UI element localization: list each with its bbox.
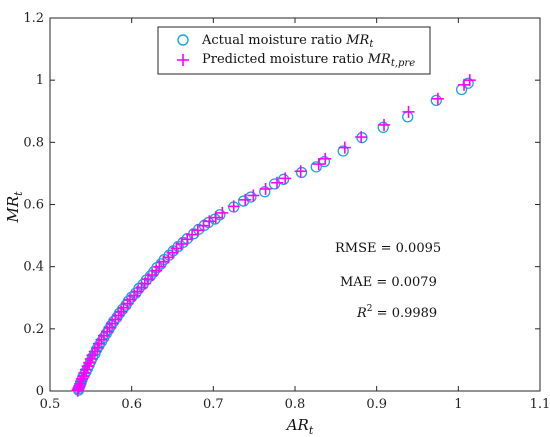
x-tick-label: 0.9 — [366, 397, 387, 412]
predicted-point — [431, 92, 444, 105]
actual-point — [155, 258, 167, 270]
y-tick-label: 1 — [36, 73, 44, 88]
actual-point — [337, 145, 349, 157]
actual-point — [310, 161, 322, 173]
predicted-point — [209, 211, 222, 224]
y-tick-label: 1.2 — [23, 11, 44, 26]
x-tick-label: 0.7 — [203, 397, 224, 412]
predicted-point — [312, 158, 325, 171]
legend-marker-actual — [177, 34, 189, 46]
predicted-point — [247, 189, 260, 202]
actual-point — [259, 186, 271, 198]
predicted-point — [75, 372, 88, 385]
x-tick-label: 0.8 — [285, 397, 306, 412]
predicted-point — [72, 381, 85, 394]
predicted-point — [458, 78, 471, 91]
plot-area — [49, 17, 541, 392]
predicted-point — [355, 131, 368, 144]
predicted-point — [71, 384, 84, 397]
actual-point — [295, 166, 308, 179]
predicted-point — [402, 105, 415, 118]
predicted-point — [227, 200, 240, 213]
legend: Actual moisture ratio MRt Predicted mois… — [157, 26, 431, 75]
x-axis-label-sub: t — [309, 424, 314, 437]
predicted-point — [271, 176, 284, 189]
predicted-point — [239, 193, 252, 206]
predicted-point — [294, 165, 307, 178]
y-tick-label: 0 — [36, 384, 44, 399]
r2-annotation: R2 = 0.9989 — [356, 304, 437, 321]
actual-point — [462, 77, 474, 89]
y-tick-label: 0.2 — [23, 322, 44, 337]
actual-point — [277, 173, 290, 185]
actual-point — [237, 195, 250, 207]
predicted-point — [259, 182, 272, 195]
y-axis-label-main: MR — [4, 196, 22, 224]
x-tick-label: 0.5 — [40, 397, 61, 412]
x-tick-label: 1 — [454, 397, 462, 412]
legend-label-actual: Actual moisture ratio MRt — [201, 33, 374, 50]
predicted-point — [78, 366, 91, 379]
predicted-point — [279, 172, 292, 185]
actual-point — [377, 121, 389, 134]
predicted-point — [338, 141, 351, 154]
axis-ticks: 0.5 0.6 0.7 0.8 0.9 1 1.1 0 0.2 0.4 0.6 0.8 1 1.2 — [23, 11, 550, 412]
actual-point — [430, 94, 442, 107]
x-axis-label-main: AR — [285, 416, 309, 434]
predicted-point — [319, 152, 332, 165]
data-points — [71, 74, 476, 397]
y-tick-label: 0.4 — [23, 260, 44, 275]
y-axis-label-sub: t — [12, 191, 25, 196]
x-axis-label: ARt — [285, 416, 314, 437]
x-tick-label: 1.1 — [530, 397, 550, 412]
y-tick-label: 0.6 — [23, 198, 44, 213]
predicted-point — [77, 370, 90, 383]
x-tick-label: 0.6 — [121, 397, 142, 412]
legend-label-predicted: Predicted moisture ratio MRt,pre — [202, 52, 415, 69]
predicted-point — [378, 118, 391, 131]
predicted-point — [216, 206, 229, 219]
rmse-annotation: RMSE = 0.0095 — [335, 241, 441, 256]
y-axis-label: MRt — [4, 191, 25, 224]
actual-point — [268, 178, 281, 190]
y-tick-label: 0.8 — [23, 135, 44, 150]
mae-annotation: MAE = 0.0079 — [340, 275, 437, 290]
legend-box — [157, 26, 431, 75]
legend-marker-predicted — [177, 54, 189, 66]
